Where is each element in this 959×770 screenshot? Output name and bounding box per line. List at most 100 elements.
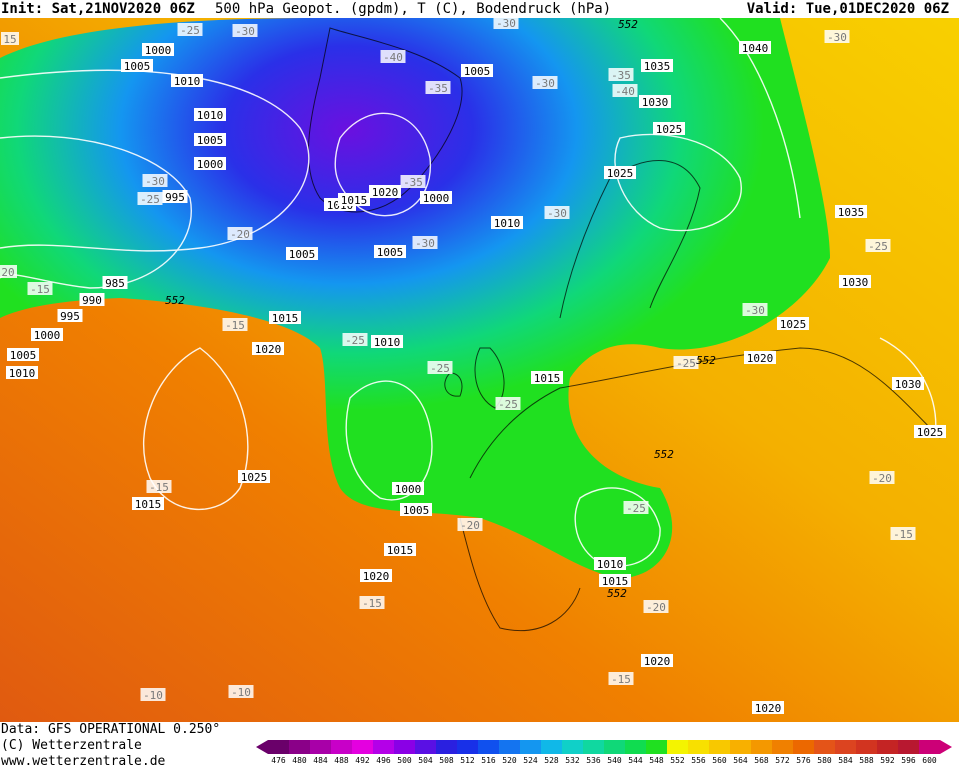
pressure-label: 1010 bbox=[491, 216, 523, 230]
temperature-label: -30 bbox=[412, 236, 438, 250]
temperature-label-text: -20 bbox=[872, 472, 892, 485]
temperature-label: -35 bbox=[425, 81, 451, 95]
legend-swatch bbox=[394, 740, 415, 754]
temperature-label: -30 bbox=[742, 303, 768, 317]
pressure-label-text: 1015 bbox=[602, 575, 629, 588]
pressure-label: 1025 bbox=[914, 425, 946, 439]
pressure-label-text: 1005 bbox=[403, 504, 430, 517]
legend-swatch bbox=[709, 740, 730, 754]
pressure-label: 1015 bbox=[338, 193, 370, 207]
temperature-label-text: -25 bbox=[676, 357, 696, 370]
weather-map-canvas: 1000100510101010100510009959859909951000… bbox=[0, 18, 959, 722]
legend-swatch bbox=[310, 740, 331, 754]
height-label: 552 bbox=[165, 294, 185, 307]
temperature-label-text: -15 bbox=[225, 319, 245, 332]
temperature-label: -25 bbox=[427, 361, 453, 375]
temperature-label-text: -35 bbox=[611, 69, 631, 82]
legend-swatch bbox=[919, 740, 940, 754]
legend-swatch bbox=[520, 740, 541, 754]
legend-tick: 512 bbox=[460, 756, 475, 765]
temperature-label-text: -35 bbox=[403, 176, 423, 189]
pressure-label-text: 1025 bbox=[780, 318, 807, 331]
pressure-label: 1015 bbox=[599, 574, 631, 588]
legend-swatch bbox=[625, 740, 646, 754]
legend-swatch bbox=[793, 740, 814, 754]
pressure-label-text: 1030 bbox=[842, 276, 869, 289]
legend-tick: 524 bbox=[523, 756, 538, 765]
pressure-label-text: 1010 bbox=[197, 109, 224, 122]
temperature-label-text: -30 bbox=[547, 207, 567, 220]
pressure-label: 1025 bbox=[777, 317, 809, 331]
pressure-label-text: 1020 bbox=[747, 352, 774, 365]
temperature-label: -15 bbox=[146, 480, 172, 494]
pressure-label: 1025 bbox=[238, 470, 270, 484]
legend-swatch bbox=[835, 740, 856, 754]
pressure-label: 1005 bbox=[400, 503, 432, 517]
legend-tick: 588 bbox=[859, 756, 874, 765]
header: Init: Sat,21NOV2020 06Z 500 hPa Geopot. … bbox=[0, 0, 959, 18]
legend-tick: 496 bbox=[376, 756, 391, 765]
temperature-label: -20 bbox=[227, 227, 253, 241]
legend-swatch bbox=[772, 740, 793, 754]
legend-tick: 576 bbox=[796, 756, 811, 765]
legend-tick: 500 bbox=[397, 756, 412, 765]
height-label: 552 bbox=[618, 18, 638, 31]
legend-tick: 600 bbox=[922, 756, 937, 765]
pressure-label: 1015 bbox=[132, 497, 164, 511]
legend-swatch bbox=[268, 740, 289, 754]
pressure-label: 1015 bbox=[384, 543, 416, 557]
temperature-label: -40 bbox=[380, 50, 406, 64]
legend-tick: 516 bbox=[481, 756, 496, 765]
pressure-label-text: 1035 bbox=[838, 206, 865, 219]
temperature-label: -30 bbox=[493, 18, 519, 30]
init-time: Init: Sat,21NOV2020 06Z bbox=[1, 1, 195, 17]
temperature-label: -15 bbox=[608, 672, 634, 686]
legend-swatch bbox=[877, 740, 898, 754]
legend-arrow-right bbox=[940, 740, 952, 754]
copyright: (C) Wetterzentrale bbox=[1, 738, 142, 753]
pressure-label-text: 1020 bbox=[363, 570, 390, 583]
pressure-label: 1010 bbox=[171, 74, 203, 88]
pressure-label: 1030 bbox=[639, 95, 671, 109]
temperature-label-text: -20 bbox=[646, 601, 666, 614]
legend-swatch bbox=[499, 740, 520, 754]
legend-swatch bbox=[436, 740, 457, 754]
legend-swatch bbox=[583, 740, 604, 754]
legend-tick: 536 bbox=[586, 756, 601, 765]
data-source: Data: GFS OPERATIONAL 0.250° bbox=[1, 722, 221, 737]
pressure-label-text: 1005 bbox=[377, 246, 404, 259]
temperature-label: -25 bbox=[342, 333, 368, 347]
temperature-label: -35 bbox=[608, 68, 634, 82]
pressure-label-text: 1005 bbox=[124, 60, 151, 73]
legend-swatch bbox=[898, 740, 919, 754]
pressure-label: 1025 bbox=[653, 122, 685, 136]
legend-swatch bbox=[751, 740, 772, 754]
temperature-label: -20 bbox=[643, 600, 669, 614]
temperature-label-text: -35 bbox=[428, 82, 448, 95]
legend-tick: 584 bbox=[838, 756, 853, 765]
legend-swatch bbox=[856, 740, 877, 754]
pressure-label: 995 bbox=[162, 190, 188, 204]
pressure-label-text: 1010 bbox=[597, 558, 624, 571]
temperature-label-text: -25 bbox=[498, 398, 518, 411]
legend-arrow-left bbox=[256, 740, 268, 754]
temperature-label: -30 bbox=[824, 30, 850, 44]
pressure-label: 1035 bbox=[835, 205, 867, 219]
pressure-label-text: 1020 bbox=[644, 655, 671, 668]
temperature-label-text: -15 bbox=[30, 283, 50, 296]
pressure-label: 995 bbox=[57, 309, 83, 323]
temperature-label: -30 bbox=[544, 206, 570, 220]
pressure-label-text: 1015 bbox=[135, 498, 162, 511]
legend-tick: 580 bbox=[817, 756, 832, 765]
temperature-label-text: -30 bbox=[827, 31, 847, 44]
legend-swatch bbox=[373, 740, 394, 754]
temperature-label-text: -30 bbox=[415, 237, 435, 250]
pressure-label-text: 1010 bbox=[9, 367, 36, 380]
pressure-label: 1005 bbox=[286, 247, 318, 261]
isobar-line bbox=[614, 133, 742, 232]
pressure-label: 990 bbox=[79, 293, 105, 307]
temperature-label-text: -30 bbox=[535, 77, 555, 90]
pressure-label-text: 1040 bbox=[742, 42, 769, 55]
pressure-label-text: 1005 bbox=[464, 65, 491, 78]
height-label-text: 552 bbox=[607, 587, 627, 600]
